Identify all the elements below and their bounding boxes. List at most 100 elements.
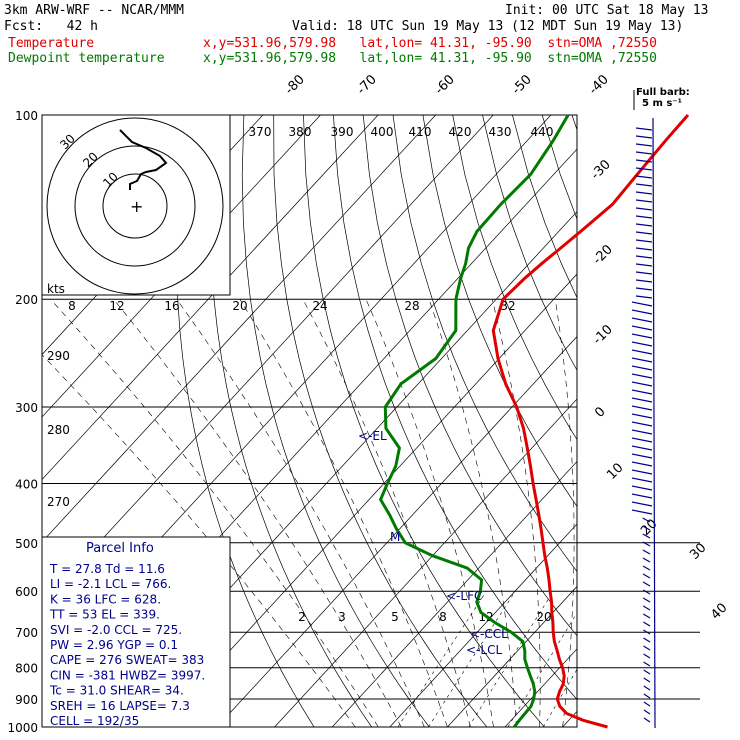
pressure-tick-label: 700 [15, 626, 38, 640]
wind-barb-icon [643, 685, 651, 691]
wind-barb-icon [631, 341, 653, 347]
parcel-info-panel: Parcel Info T = 27.8 Td = 11.6LI = -2.1 … [41, 536, 231, 728]
theta-e-label: 390 [331, 125, 354, 139]
wind-barb-icon [635, 191, 653, 195]
mixing-ratio-line [468, 591, 554, 727]
moist-adiabat-line [678, 299, 740, 727]
hodograph-units: kts [47, 282, 65, 296]
wind-barb-icon [635, 207, 653, 211]
wind-barb-icon [631, 437, 653, 443]
wind-barb-icon [642, 589, 651, 595]
wind-barb-icon [642, 557, 651, 563]
wind-barb-icon [635, 271, 653, 275]
pressure-tick-label: 900 [15, 693, 38, 707]
pressure-tick-label: 400 [15, 477, 38, 491]
wind-barb-icon [631, 309, 653, 315]
wind-barb-icon [635, 295, 653, 299]
parcel-info-row: Tc = 31.0 SHEAR= 34. [49, 684, 184, 698]
wind-barb-icon [642, 549, 651, 555]
isotherm-label: -20 [590, 242, 616, 268]
wind-barb-icon [642, 581, 651, 587]
mixing-ratio-line [507, 612, 577, 727]
mixing-ratio-label: 8 [439, 610, 447, 624]
wind-barb-icon [643, 653, 651, 659]
dry-adiabat-line [541, 115, 577, 221]
wind-barb-icon [643, 621, 651, 627]
mixing-ratio-label: 16 [164, 299, 179, 313]
wind-barb-icon [643, 645, 651, 651]
dry-adiabat-line [392, 115, 577, 573]
barb-legend: Full barb: 5 m s⁻¹ [633, 87, 690, 110]
wind-barb-icon [631, 429, 653, 435]
parcel-info-row: SVI = -2.0 CCL = 725. [50, 623, 182, 637]
el-marker: <-EL [358, 429, 387, 443]
model-title: 3km ARW-WRF -- NCAR/MMM [4, 3, 185, 18]
theta-e-label: 420 [449, 125, 472, 139]
moist-adiabat-line [586, 299, 622, 727]
wind-barb-icon [631, 301, 653, 307]
wind-barb-icon [631, 397, 653, 403]
dry-adiabat-line [602, 115, 740, 727]
parcel-info-row: T = 27.8 Td = 11.6 [49, 562, 165, 576]
pressure-tick-label: 500 [15, 537, 38, 551]
temperature-legend: Temperature [8, 36, 95, 51]
parcel-info-row: CAPE = 276 SWEAT= 383 [50, 653, 204, 667]
theta-e-label: 400 [371, 125, 394, 139]
parcel-info-title: Parcel Info [86, 541, 154, 556]
wind-barb-icon [643, 661, 651, 667]
barb-legend-units: 5 m s⁻¹ [642, 98, 682, 109]
wind-barb-icon [631, 485, 653, 491]
isotherm-label: -60 [432, 72, 458, 98]
wind-barb-icon [635, 279, 653, 283]
dry-adiabat-line [176, 115, 315, 727]
wind-barb-icon [635, 143, 653, 147]
theta-e-label: 430 [489, 125, 512, 139]
dry-adiabat-line [209, 115, 372, 727]
wind-barb-icon [635, 239, 653, 243]
wind-barb-icon [643, 637, 651, 643]
mixing-ratio-line [543, 668, 577, 727]
parcel-info-row: K = 36 LFC = 628. [50, 592, 161, 606]
hodograph-ring-30 [46, 117, 224, 295]
mixing-ratio-label: 8 [68, 299, 76, 313]
mixing-ratio-label: 3 [338, 610, 346, 624]
mixing-ratio-label: 5 [391, 610, 399, 624]
wind-barb-icon [642, 541, 651, 547]
wind-barb-icon [643, 693, 651, 699]
wind-barb-icon [635, 159, 653, 163]
forecast-hour: Fcst: 42 h [4, 19, 98, 34]
mixing-ratio-label: 28 [404, 299, 419, 313]
wind-barbs [631, 117, 656, 729]
moist-adiabat-line [555, 299, 575, 727]
wind-barb-icon [642, 565, 651, 571]
wind-barb-icon [642, 613, 651, 619]
dry-adiabat-line [333, 115, 577, 700]
wind-barb-icon [643, 669, 651, 675]
wind-barb-icon [631, 381, 653, 387]
isotherm-label: -30 [588, 157, 614, 183]
wind-barb-icon [635, 199, 653, 203]
m-marker: M [390, 530, 400, 544]
isotherm-line [735, 115, 740, 727]
dewpoint-legend: Dewpoint temperature [8, 51, 165, 66]
pressure-tick-label: 100 [15, 109, 38, 123]
barb-legend-title: Full barb: [636, 87, 690, 98]
pressure-tick-label: 300 [15, 401, 38, 415]
wind-barb-icon [635, 175, 653, 179]
wind-barb-icon [642, 605, 651, 611]
moist-adiabat-line [239, 299, 448, 727]
parcel-info-row: LI = -2.1 LCL = 766. [50, 577, 171, 591]
dry-adiabat-line [422, 115, 577, 508]
mixing-ratio-label: 32 [500, 299, 515, 313]
wind-barb-icon [643, 677, 651, 683]
isotherm-line [331, 460, 577, 727]
lfc-marker: <-LFC [446, 589, 482, 603]
hodograph-trace [119, 129, 168, 190]
theta-e-label: 380 [289, 125, 312, 139]
isotherm-line [447, 585, 577, 727]
wind-barb-icon [631, 493, 653, 499]
wind-barb-icon [631, 405, 653, 411]
moist-adiabat-line [365, 299, 494, 727]
isotherm-line [389, 523, 577, 727]
wind-barb-icon [642, 533, 651, 539]
